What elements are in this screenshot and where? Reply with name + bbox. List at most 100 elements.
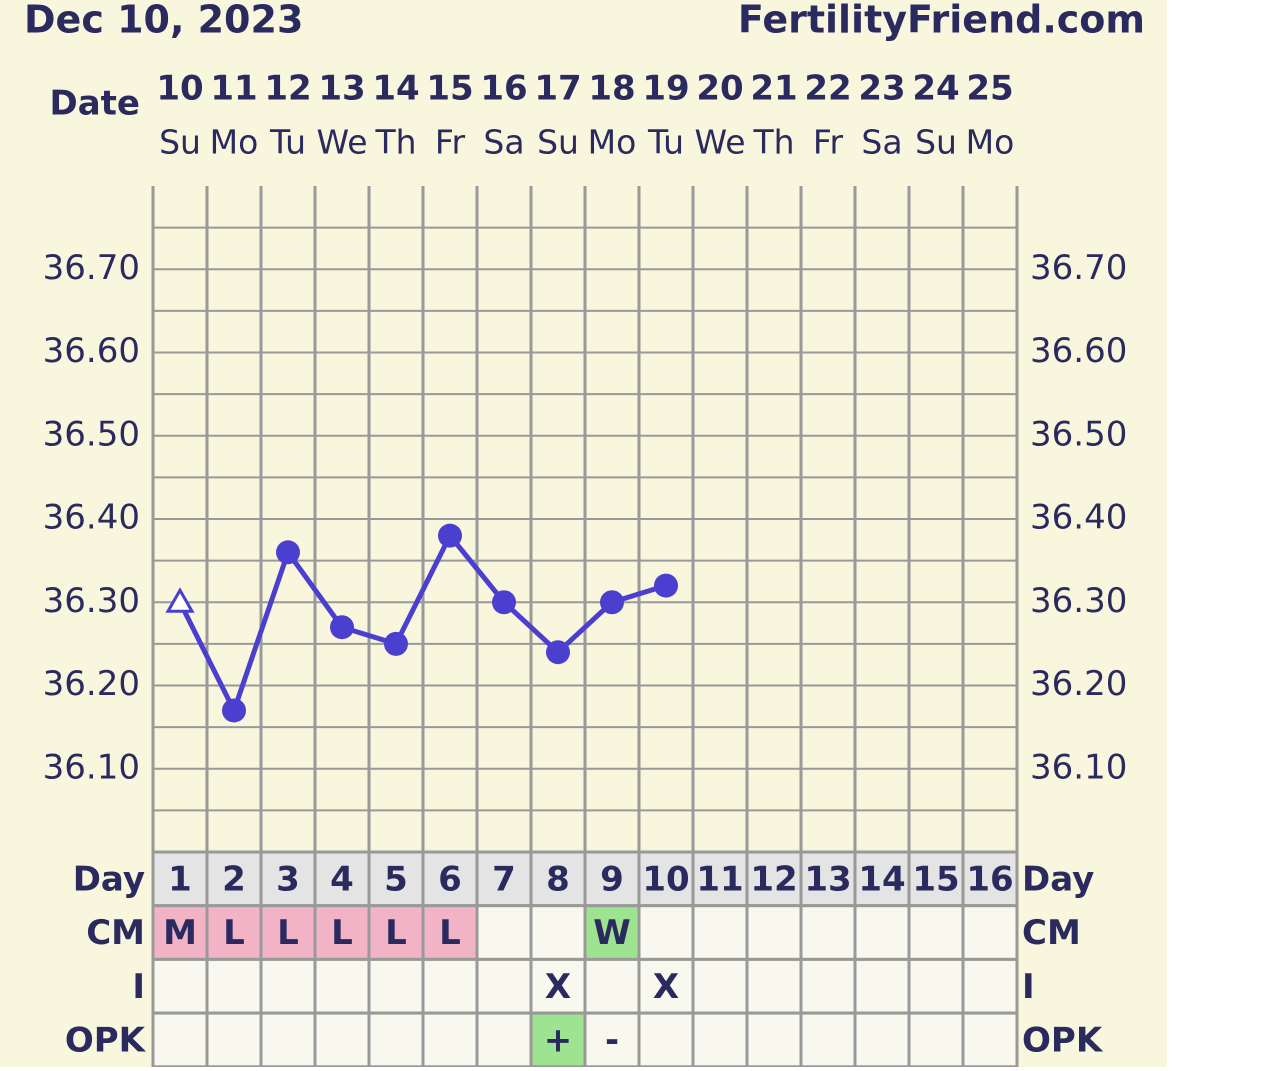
cell-value: 9 <box>600 859 624 899</box>
cell <box>799 957 857 1015</box>
temperature-marker <box>330 615 354 640</box>
weekday-label: Fr <box>435 123 466 162</box>
temperature-marker <box>276 540 300 565</box>
cell <box>367 1011 425 1069</box>
cell-value: 12 <box>750 859 797 899</box>
date-label: 11 <box>210 69 257 109</box>
cell-value: 2 <box>222 859 246 899</box>
cell-value: L <box>331 913 353 953</box>
weekday-label: Mo <box>210 123 259 162</box>
weekday-label: We <box>317 123 368 162</box>
y-tick-label-right: 36.30 <box>1030 581 1127 621</box>
temperature-marker <box>438 523 462 548</box>
cell <box>313 957 371 1015</box>
cell-value: 8 <box>546 859 570 899</box>
y-tick-label-right: 36.50 <box>1030 414 1127 454</box>
cell <box>421 1011 479 1069</box>
weekday-label: Tu <box>647 123 684 162</box>
cell <box>259 957 317 1015</box>
weekday-label: Su <box>537 123 579 162</box>
cell <box>907 957 965 1015</box>
weekday-label: Su <box>159 123 201 162</box>
date-label: 15 <box>426 69 473 109</box>
cell-value: L <box>439 913 461 953</box>
y-tick-label: 36.10 <box>43 747 140 787</box>
cell <box>475 1011 533 1069</box>
y-tick-label-right: 36.20 <box>1030 664 1127 704</box>
date-label: 22 <box>804 69 851 109</box>
cell <box>205 957 263 1015</box>
cell <box>583 957 641 1015</box>
cell-value: 7 <box>492 859 516 899</box>
cell-value: L <box>385 913 407 953</box>
cell <box>421 957 479 1015</box>
temperature-marker <box>654 573 678 598</box>
row-label: OPK <box>65 1020 147 1060</box>
row-label: CM <box>86 913 145 953</box>
weekday-label: Tu <box>269 123 306 162</box>
cell-value: 4 <box>330 859 354 899</box>
cell-value: L <box>223 913 245 953</box>
cell-value: 11 <box>696 859 743 899</box>
date-label: 21 <box>750 69 797 109</box>
cell <box>691 904 749 961</box>
cell <box>853 904 911 961</box>
date-label: 10 <box>156 69 203 109</box>
date-label: Date <box>50 84 140 124</box>
cell <box>637 904 695 961</box>
cell <box>313 1011 371 1069</box>
row-label-right: Day <box>1022 859 1094 899</box>
cell <box>961 1011 1019 1069</box>
row-label-right: CM <box>1022 913 1081 953</box>
row-label: I <box>132 967 145 1007</box>
chart-title: Dec 10, 2023 <box>24 0 303 42</box>
site-name: FertilityFriend.com <box>738 0 1145 42</box>
cell-value: 3 <box>276 859 300 899</box>
cell <box>745 1011 803 1069</box>
weekday-label: Mo <box>966 123 1015 162</box>
date-label: 24 <box>912 69 959 109</box>
cell-value: 13 <box>804 859 851 899</box>
date-label: 23 <box>858 69 905 109</box>
cell-value: 15 <box>912 859 959 899</box>
cell <box>475 904 533 961</box>
cell-value: 5 <box>384 859 408 899</box>
date-label: 12 <box>264 69 311 109</box>
cell <box>799 1011 857 1069</box>
date-label: 16 <box>480 69 527 109</box>
cell-value: 1 <box>168 859 192 899</box>
cell-value: 14 <box>858 859 905 899</box>
cell <box>745 904 803 961</box>
y-tick-label: 36.30 <box>43 581 140 621</box>
weekday-label: Su <box>915 123 957 162</box>
date-label: 25 <box>966 69 1013 109</box>
cell <box>259 850 317 908</box>
cell <box>583 1011 641 1069</box>
weekday-label: Th <box>752 123 794 162</box>
temperature-marker <box>165 587 195 613</box>
temperature-line <box>177 531 667 717</box>
cell <box>853 1011 911 1069</box>
cell <box>961 850 1019 908</box>
cell-value: 16 <box>966 859 1013 899</box>
row-label-right: I <box>1022 967 1035 1007</box>
cell-value: 10 <box>642 859 689 899</box>
temperature-marker <box>546 640 570 665</box>
cell <box>799 904 857 961</box>
cell <box>205 1011 263 1069</box>
cell <box>475 957 533 1015</box>
cell <box>367 957 425 1015</box>
y-tick-label: 36.70 <box>43 248 140 288</box>
temperature-marker <box>600 590 624 615</box>
weekday-label: Th <box>374 123 416 162</box>
date-label: 19 <box>642 69 689 109</box>
cell-value: 6 <box>438 859 462 899</box>
cell <box>151 957 209 1015</box>
temperature-marker <box>492 590 516 615</box>
cell <box>529 904 587 961</box>
cell-value: X <box>653 967 679 1007</box>
y-tick-label: 36.50 <box>43 414 140 454</box>
cell-value: W <box>593 913 631 953</box>
y-tick-label-right: 36.60 <box>1030 331 1127 371</box>
